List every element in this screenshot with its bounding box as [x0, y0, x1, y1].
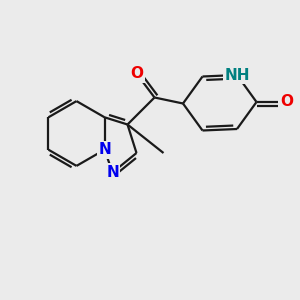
- Text: O: O: [130, 66, 143, 81]
- Text: O: O: [280, 94, 293, 110]
- Text: N: N: [98, 142, 111, 157]
- Text: N: N: [106, 165, 119, 180]
- Text: NH: NH: [224, 68, 250, 82]
